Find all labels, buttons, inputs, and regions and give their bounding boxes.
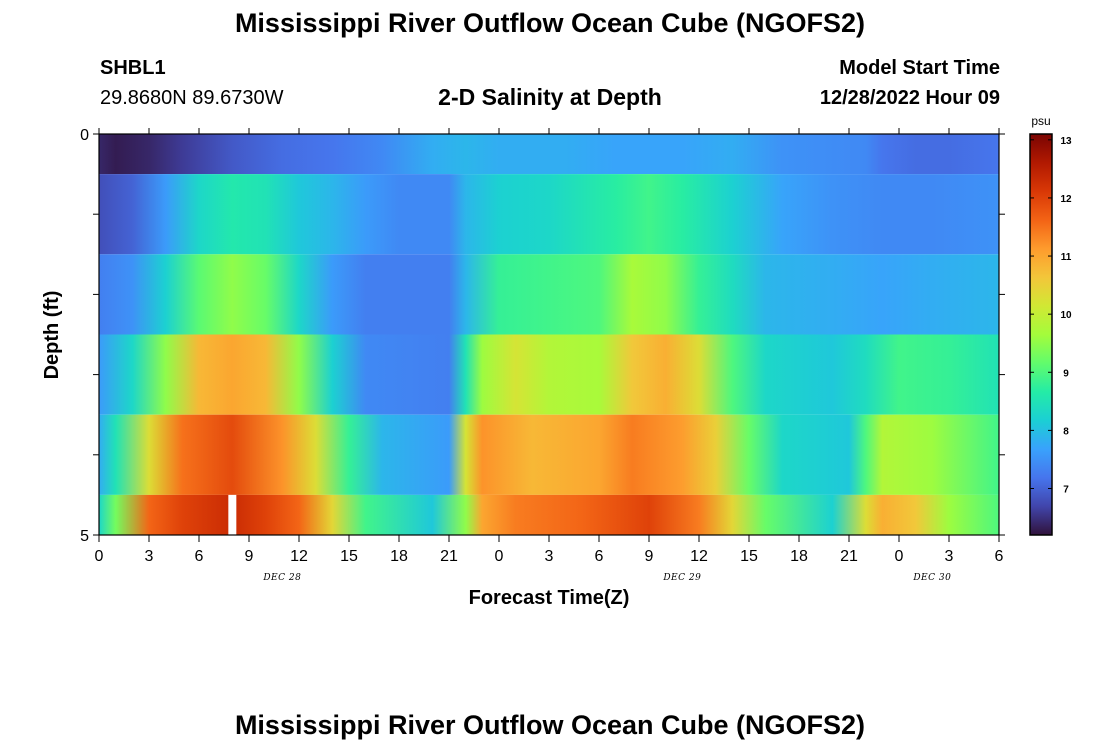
depth-layer-6 [99, 494, 999, 535]
x-tick-label: 9 [245, 548, 254, 565]
x-tick-label: 21 [440, 548, 458, 565]
missing-data-marker [228, 494, 237, 535]
x-tick-label: 3 [945, 548, 954, 565]
x-tick-label: 3 [545, 548, 554, 565]
y-tick-label: 5 [80, 528, 89, 545]
depth-layer-4 [99, 334, 999, 415]
x-tick-label: 6 [595, 548, 604, 565]
x-tick-label: 0 [95, 548, 104, 565]
depth-layer-2 [99, 174, 999, 255]
x-tick-label: 12 [690, 548, 708, 565]
depth-layer-3 [99, 254, 999, 335]
x-tick-label: 0 [495, 548, 504, 565]
x-tick-label: 18 [390, 548, 408, 565]
station-id: SHBL1 [100, 57, 166, 79]
date-label: DEC 29 [662, 573, 701, 583]
depth-layer-1 [99, 134, 999, 175]
colorbar-tick-label: 10 [1060, 310, 1072, 321]
x-tick-label: 15 [340, 548, 358, 565]
colorbar-tick-label: 11 [1061, 252, 1072, 263]
model-start-value: 12/28/2022 Hour 09 [819, 87, 1000, 109]
colorbar-tick-label: 9 [1063, 368, 1069, 379]
page-title: Mississippi River Outflow Ocean Cube (NG… [234, 8, 866, 38]
y-tick-label: 0 [80, 127, 89, 144]
colorbar-tick-label: 12 [1060, 194, 1072, 205]
depth-layer-5 [99, 414, 999, 495]
x-tick-label: 21 [840, 548, 858, 565]
x-tick-label: 6 [995, 548, 1004, 565]
date-label: DEC 28 [262, 573, 301, 583]
colorbar-scale [1029, 133, 1053, 536]
x-tick-label: 0 [895, 548, 904, 565]
model-start-label: Model Start Time [839, 57, 1000, 79]
y-axis-label: Depth (ft) [41, 291, 63, 380]
station-coordinates: 29.8680N 89.6730W [100, 87, 284, 109]
chart-subtitle: 2-D Salinity at Depth [438, 84, 662, 110]
colorbar: psu 7 8 9 10 11 12 13 [1029, 114, 1072, 536]
date-label: DEC 30 [912, 573, 951, 583]
x-tick-label: 18 [790, 548, 808, 565]
heatmap-layers [99, 134, 999, 535]
x-tick-label: 12 [290, 548, 308, 565]
x-tick-label: 15 [740, 548, 758, 565]
x-tick-label: 3 [145, 548, 154, 565]
colorbar-tick-label: 7 [1063, 485, 1069, 496]
chart-axes: 0 3 6 9 12 15 18 21 0 3 6 9 12 15 18 21 0 3 6 DEC 28 DEC 29 D… [80, 127, 1005, 583]
colorbar-tick-label: 13 [1060, 136, 1072, 147]
colorbar-tick-label: 8 [1063, 426, 1069, 437]
x-axis-label: Forecast Time(Z) [469, 587, 630, 609]
x-tick-label: 9 [645, 548, 654, 565]
x-tick-label: 6 [195, 548, 204, 565]
colorbar-unit: psu [1031, 114, 1050, 128]
footer-title: Mississippi River Outflow Ocean Cube (NG… [234, 710, 866, 740]
